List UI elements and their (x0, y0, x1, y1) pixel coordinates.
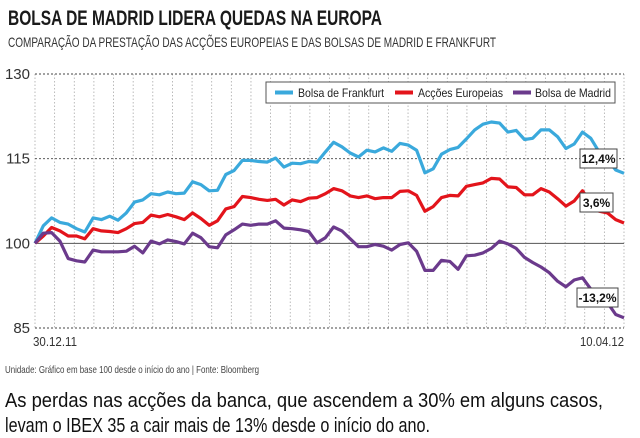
legend-box (265, 81, 616, 104)
chart-subtitle: COMPARAÇÃO DA PRESTAÇÃO DAS ACÇÕES EUROP… (8, 34, 496, 50)
end-label-europeias-text: 3,6% (583, 196, 611, 210)
x-tick-label-start: 30.12.11 (33, 334, 77, 349)
series-line-frankfurt (33, 120, 625, 244)
grid (34, 73, 625, 329)
y-axis: 130 115 100 85 (5, 66, 30, 337)
y-tick-label: 85 (13, 320, 30, 337)
series-lines (33, 120, 625, 320)
caption-line-1: As perdas nas acções da banca, que ascen… (5, 390, 603, 412)
series-line-europeias (33, 176, 625, 245)
caption-line-2: levam o IBEX 35 a cair mais de 13% desde… (5, 415, 430, 437)
end-label-madrid-text: -13,2% (578, 291, 616, 305)
legend-label-madrid: Bolsa de Madrid (535, 86, 611, 100)
end-label-europeias: 3,6% (579, 192, 614, 213)
footnote: Unidade: Gráfico em base 100 desde o iní… (5, 364, 259, 376)
x-tick-label-end: 10.04.12 (580, 334, 624, 349)
y-tick-label: 100 (5, 235, 30, 252)
end-label-madrid: -13,2% (576, 287, 619, 308)
y-tick-label: 115 (6, 151, 30, 168)
series-line-madrid (33, 219, 625, 320)
end-label-frankfurt: 12,4% (579, 148, 618, 169)
chart-title: BOLSA DE MADRID LIDERA QUEDAS NA EUROPA (8, 7, 382, 30)
legend-label-frankfurt: Bolsa de Frankfurt (298, 86, 385, 100)
end-label-frankfurt-text: 12,4% (581, 152, 615, 166)
legend-label-europeias: Acções Europeias (418, 86, 503, 100)
legend: Bolsa de Frankfurt Acções Europeias Bols… (265, 81, 616, 104)
y-tick-label: 130 (5, 66, 30, 83)
